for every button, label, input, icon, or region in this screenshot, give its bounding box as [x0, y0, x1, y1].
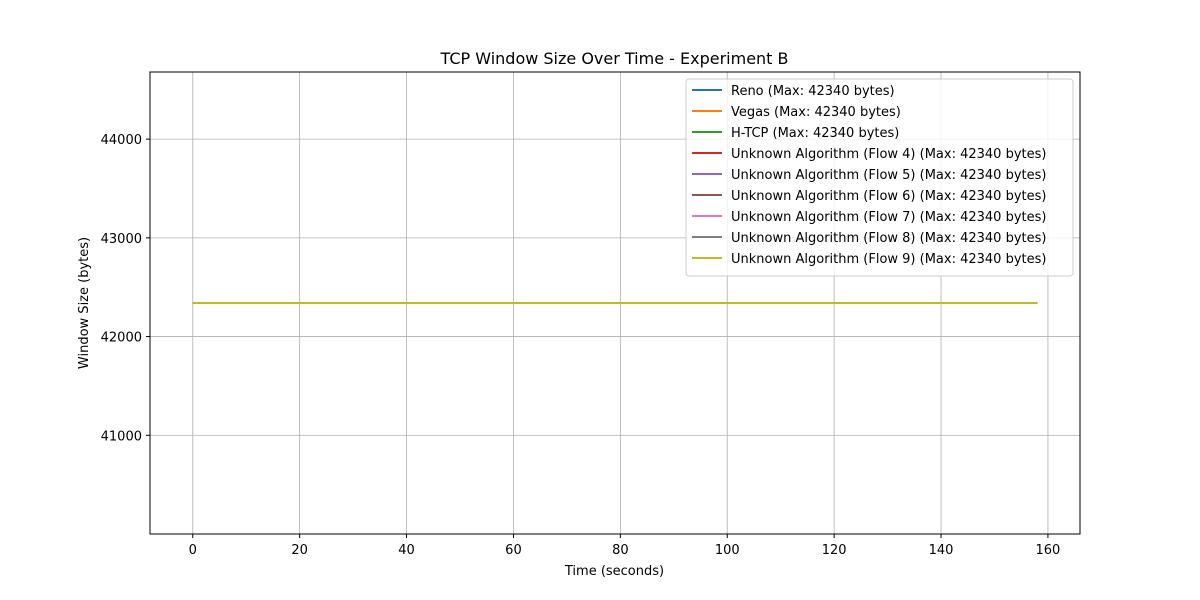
plot-area: [149, 71, 1081, 535]
x-tick-label: 40: [398, 543, 415, 558]
x-tick-label: 20: [291, 543, 308, 558]
legend-label: H-TCP (Max: 42340 bytes): [731, 126, 899, 141]
x-tick-label: 100: [715, 543, 740, 558]
y-tick-label: 42000: [101, 331, 142, 346]
x-tick-label: 160: [1036, 543, 1061, 558]
legend-label: Unknown Algorithm (Flow 6) (Max: 42340 b…: [731, 189, 1046, 204]
legend-label: Reno (Max: 42340 bytes): [731, 84, 895, 99]
legend-box: [685, 78, 1074, 277]
y-tick-label: 44000: [101, 133, 142, 148]
legend-label: Unknown Algorithm (Flow 7) (Max: 42340 b…: [731, 210, 1046, 225]
legend-label: Unknown Algorithm (Flow 5) (Max: 42340 b…: [731, 168, 1046, 183]
x-tick-label: 60: [505, 543, 522, 558]
legend-label: Unknown Algorithm (Flow 4) (Max: 42340 b…: [731, 147, 1046, 162]
x-tick-label: 120: [822, 543, 847, 558]
y-axis-label: Window Size (bytes): [77, 237, 92, 369]
legend-label: Unknown Algorithm (Flow 9) (Max: 42340 b…: [731, 252, 1046, 267]
x-axis-label: Time (seconds): [564, 564, 664, 579]
x-tick-label: 0: [189, 543, 197, 558]
legend-label: Vegas (Max: 42340 bytes): [731, 105, 901, 120]
x-axis-ticks: 0 20 40 60 80 100 120 140 160: [189, 534, 1061, 558]
legend-label: Unknown Algorithm (Flow 8) (Max: 42340 b…: [731, 231, 1046, 246]
y-axis-ticks: 41000 42000 43000 44000: [101, 133, 150, 444]
y-tick-label: 43000: [101, 232, 142, 247]
y-tick-label: 41000: [101, 429, 142, 444]
x-tick-label: 140: [929, 543, 954, 558]
x-tick-label: 80: [612, 543, 629, 558]
chart-title: TCP Window Size Over Time - Experiment B: [439, 49, 788, 68]
legend: Reno (Max: 42340 bytes) Vegas (Max: 42340…: [685, 78, 1074, 277]
